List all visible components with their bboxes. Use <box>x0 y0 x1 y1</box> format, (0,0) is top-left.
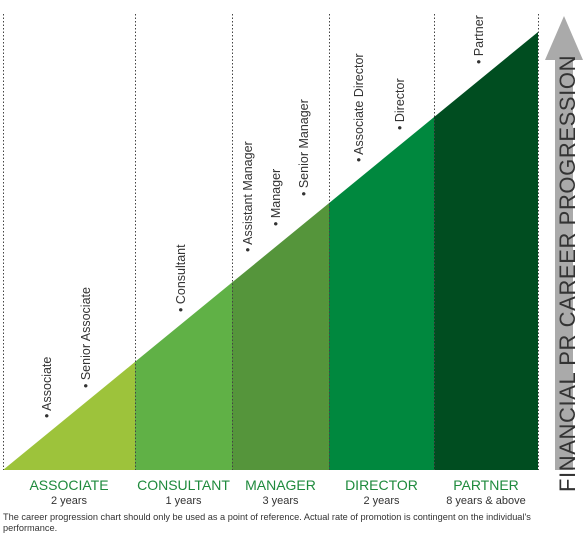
stage-name-associate: ASSOCIATE <box>29 477 108 493</box>
role-label: • Partner <box>472 15 486 64</box>
segment-director <box>329 117 434 471</box>
role-label: • Senior Associate <box>79 287 93 388</box>
segment-partner <box>434 32 538 470</box>
role-label: • Director <box>393 78 407 130</box>
up-arrow-icon <box>545 16 583 470</box>
stage-name-consultant: CONSULTANT <box>137 477 230 493</box>
stage-duration-consultant: 1 years <box>165 495 202 507</box>
column-dividers <box>3 14 539 470</box>
stage-duration-associate: 2 years <box>51 495 88 507</box>
role-label: • Associate Director <box>352 53 366 162</box>
stage-duration-director: 2 years <box>363 495 400 507</box>
side-title: FINANCIAL PR CAREER PROGRESSION <box>555 55 580 492</box>
segment-associate <box>3 361 135 470</box>
role-labels: • Associate • Senior Associate • Consultan… <box>40 15 486 418</box>
role-label: • Consultant <box>174 244 188 312</box>
stage-duration-partner: 8 years & above <box>446 495 526 507</box>
stage-labels: ASSOCIATE 2 years CONSULTANT 1 years MANAGER… <box>29 477 525 507</box>
stage-name-manager: MANAGER <box>245 477 316 493</box>
stage-name-partner: PARTNER <box>453 477 519 493</box>
role-label: • Associate <box>40 357 54 418</box>
progression-triangle <box>3 32 538 471</box>
role-label: • Manager <box>269 169 283 226</box>
role-label: • Senior Manager <box>297 99 311 196</box>
stage-name-director: DIRECTOR <box>345 477 418 493</box>
footnote: The career progression chart should only… <box>3 512 531 533</box>
role-label: • Assistant Manager <box>241 141 255 252</box>
progression-arrow-icon <box>545 16 583 470</box>
stage-duration-manager: 3 years <box>262 495 299 507</box>
segment-manager <box>232 203 329 470</box>
segment-consultant <box>135 282 232 470</box>
